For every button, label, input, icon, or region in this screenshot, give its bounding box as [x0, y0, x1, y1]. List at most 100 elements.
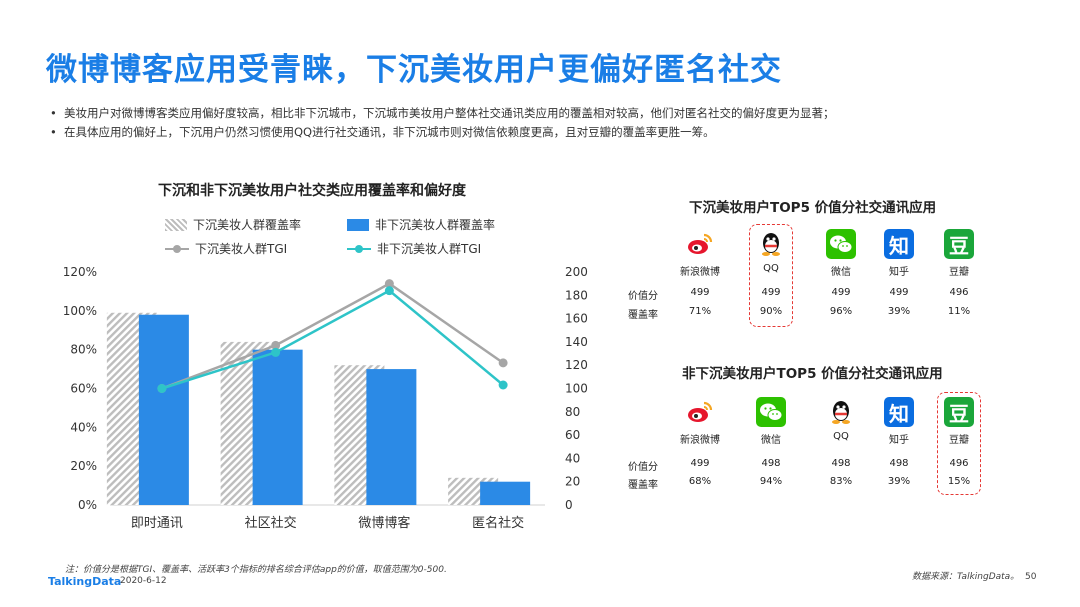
app-coverage: 11% [947, 306, 971, 317]
douban-icon-glyph: 豆 [949, 233, 969, 258]
douban-icon: 豆 [944, 229, 974, 259]
app-name: 新浪微博 [680, 267, 720, 278]
y-left-tick-label: 0% [78, 498, 97, 512]
y-left-tick-label: 80% [70, 343, 97, 357]
y-left-tick-label: 40% [70, 420, 97, 434]
app-coverage: 94% [759, 476, 783, 487]
chart-title: 下沉和非下沉美妆用户社交类应用覆盖率和偏好度 [158, 183, 466, 199]
y-right-tick-label: 80 [565, 405, 580, 419]
app-score: 499 [690, 287, 710, 298]
tgi-point [498, 358, 508, 368]
app-card: 知知乎 [869, 229, 929, 278]
y-right-tick-label: 200 [565, 265, 588, 279]
app-score: 498 [889, 458, 909, 469]
y-left-tick-label: 120% [63, 265, 97, 279]
app-score: 499 [761, 287, 781, 298]
app-name: 豆瓣 [949, 435, 969, 446]
app-card: 知知乎 [869, 397, 929, 446]
app-card: 豆豆瓣 [929, 397, 989, 446]
app-score: 496 [949, 458, 969, 469]
legend-label: 下沉美妆人群TGI [195, 242, 288, 256]
wechat-icon [826, 229, 856, 259]
x-tick-label: 微博博客 [358, 515, 410, 531]
app-coverage: 39% [887, 306, 911, 317]
y-right-tick-label: 20 [565, 475, 580, 489]
data-source: 数据来源：TalkingData。 [912, 572, 1020, 582]
app-card: 豆豆瓣 [929, 229, 989, 278]
tgi-point [498, 380, 508, 390]
y-left-tick-label: 60% [70, 382, 97, 396]
bar-nonsink [480, 481, 531, 505]
legend-item: 下沉美妆人群覆盖率 [165, 216, 301, 233]
weibo-icon [685, 397, 715, 427]
brand-logo: TalkingData [48, 575, 122, 588]
legend-item: 下沉美妆人群TGI [165, 240, 287, 257]
app-name: QQ [763, 263, 779, 274]
footnote: 注：价值分是根据TGI、覆盖率、活跃率3个指标的排名综合评估app的价值，取值范… [65, 565, 447, 575]
tgi-point [384, 279, 394, 289]
app-card: QQ [811, 397, 871, 442]
weibo-icon [685, 229, 715, 259]
legend-label: 下沉美妆人群覆盖率 [193, 218, 302, 232]
tgi-line [161, 289, 504, 390]
report-date: 2020-6-12 [120, 576, 167, 586]
row-label-coverage: 覆盖率 [628, 480, 658, 491]
page-title: 微博博客应用受青睐，下沉美妆用户更偏好匿名社交 [46, 52, 782, 88]
row-label-coverage: 覆盖率 [628, 310, 658, 321]
row-label-score: 价值分 [628, 462, 658, 473]
app-score: 496 [949, 287, 969, 298]
tgi-point [271, 347, 281, 357]
app-coverage: 68% [688, 476, 712, 487]
legend-item: 非下沉美妆人群TGI [347, 240, 481, 257]
app-score: 498 [831, 458, 851, 469]
y-right-tick-label: 180 [565, 288, 588, 302]
app-score: 499 [889, 287, 909, 298]
app-score: 498 [761, 458, 781, 469]
bar-line-chart: 0% 20% 40% 60% 80% 100% 120% 0 20 40 60 80 100 120 140… [63, 265, 588, 531]
legend-label: 非下沉美妆人群覆盖率 [375, 218, 496, 232]
x-tick-label: 社区社交 [245, 515, 297, 531]
bar-nonsink [252, 349, 303, 505]
app-coverage: 15% [947, 476, 971, 487]
app-name: 微信 [831, 267, 851, 278]
app-coverage: 71% [688, 306, 712, 317]
y-right-tick-label: 100 [565, 382, 588, 396]
tgi-point [384, 286, 394, 296]
y-right-tick-label: 120 [565, 358, 588, 372]
qq-icon [826, 397, 856, 427]
tgi-point [157, 384, 167, 393]
app-coverage: 83% [829, 476, 853, 487]
page-number: 50 [1025, 572, 1037, 582]
app-name: 豆瓣 [949, 267, 969, 278]
wechat-icon [756, 397, 786, 427]
summary-bullets: 美妆用户对微博博客类应用偏好度较高，相比非下沉城市，下沉城市美妆用户整体社交通讯… [50, 104, 1050, 142]
legend-swatch [165, 243, 189, 255]
zhihu-icon: 知 [884, 229, 914, 259]
app-score: 499 [831, 287, 851, 298]
zhihu-icon: 知 [884, 397, 914, 427]
legend-swatch [165, 218, 187, 231]
y-right-tick-label: 0 [565, 498, 573, 512]
app-card: 微信 [811, 229, 871, 278]
app-name: 知乎 [889, 267, 909, 278]
app-card: 新浪微博 [670, 397, 730, 446]
app-name: QQ [833, 431, 849, 442]
y-left-tick-label: 20% [70, 459, 97, 473]
highlight-box [749, 224, 793, 327]
y-right-tick-label: 140 [565, 335, 588, 349]
app-coverage: 90% [759, 306, 783, 317]
y-left-tick-label: 100% [63, 304, 97, 318]
qq-icon [756, 229, 786, 259]
tgi-point [271, 340, 281, 350]
panel-title: 下沉美妆用户TOP5 价值分社交通讯应用 [689, 200, 937, 216]
tgi-line [161, 282, 504, 390]
douban-icon: 豆 [944, 397, 974, 427]
row-label-score: 价值分 [628, 291, 658, 302]
app-score: 499 [690, 458, 710, 469]
y-right-tick-label: 160 [565, 312, 588, 326]
legend-swatch [347, 243, 371, 255]
x-tick-label: 匿名社交 [472, 515, 524, 531]
legend-label: 非下沉美妆人群TGI [377, 242, 482, 256]
app-card: 微信 [741, 397, 801, 446]
app-coverage: 39% [887, 476, 911, 487]
